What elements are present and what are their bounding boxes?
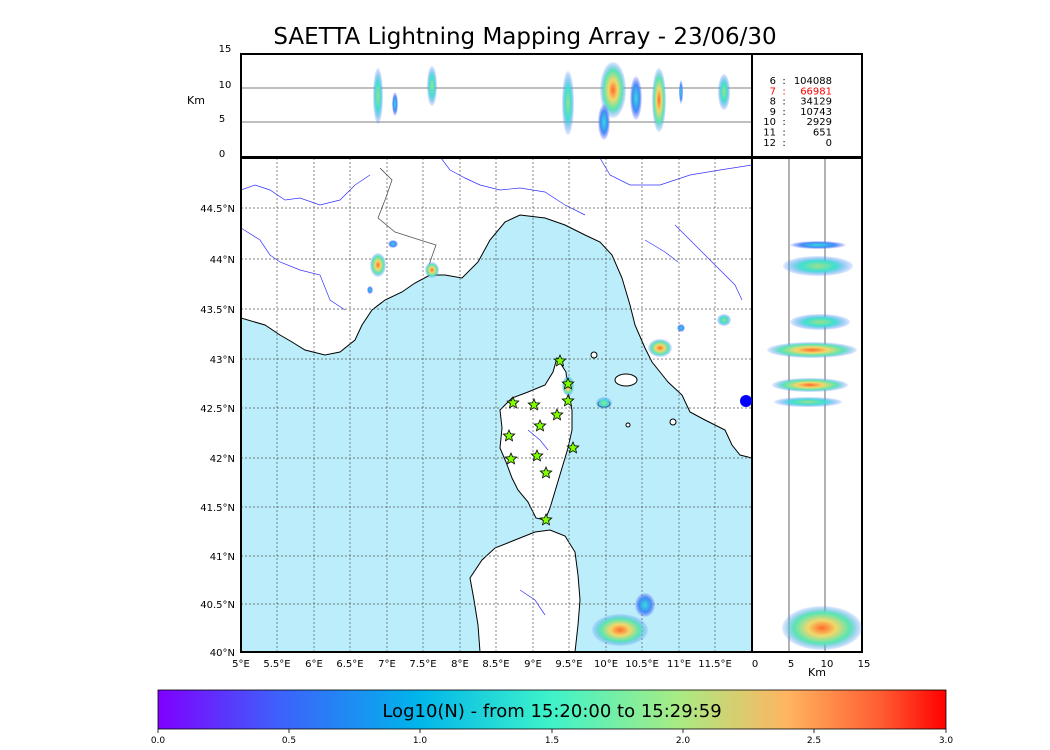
side-xtick: 5: [788, 659, 794, 670]
count-level: 10: [763, 117, 776, 128]
colorbar-tick: 0.0: [151, 736, 166, 746]
blue-marker: [740, 395, 752, 407]
count-level: 7: [770, 86, 776, 97]
lat-tick: 41°N: [210, 552, 235, 563]
page-title: SAETTA Lightning Mapping Array - 23/06/3…: [273, 24, 777, 50]
station-marker: [527, 397, 541, 411]
lat-tick: 41.5°N: [200, 503, 235, 514]
map-lightning-sources: [367, 240, 731, 646]
count-value: 10743: [800, 107, 832, 118]
count-separator: :: [782, 97, 785, 108]
lat-tick: 42°N: [210, 454, 235, 465]
corsica-island: [499, 356, 573, 521]
count-separator: :: [782, 76, 785, 87]
counts-list: 6:1040887:669818:341299:1074310:292911:6…: [763, 76, 832, 149]
count-value: 104088: [794, 76, 832, 87]
station-marker: [533, 418, 547, 432]
station-marker: [561, 393, 575, 407]
station-marker: [566, 440, 580, 454]
station-marker: [506, 395, 520, 409]
lat-tick: 43°N: [210, 355, 235, 366]
count-level: 8: [770, 97, 776, 108]
count-value: 66981: [800, 86, 832, 97]
count-value: 34129: [800, 97, 832, 108]
lon-tick: 11°E: [667, 659, 691, 670]
lon-tick: 7°E: [378, 659, 396, 670]
count-level: 11: [763, 128, 776, 139]
lma-stations: [502, 353, 580, 526]
colorbar-label: Log10(N) - from 15:20:00 to 15:29:59: [382, 701, 722, 722]
lon-tick: 8.5°E: [482, 659, 509, 670]
count-level: 9: [770, 107, 776, 118]
count-separator: :: [782, 138, 785, 149]
alt-ytick: 10: [219, 80, 232, 91]
count-separator: :: [782, 128, 785, 139]
station-marker: [504, 451, 518, 465]
count-separator: :: [782, 86, 785, 97]
lon-tick: 9°E: [524, 659, 542, 670]
station-marker: [539, 512, 553, 526]
station-marker: [530, 448, 544, 462]
mainland-land: [241, 158, 752, 459]
lon-tick: 6°E: [305, 659, 323, 670]
count-level: 6: [770, 76, 776, 87]
lat-tick: 44.5°N: [200, 204, 235, 215]
lon-tick: 9.5°E: [555, 659, 582, 670]
alt-ytick: 15: [219, 44, 232, 55]
side-xtick: 10: [821, 659, 834, 670]
colorbar-tick: 0.5: [282, 736, 296, 746]
lat-tick: 40°N: [210, 648, 235, 659]
lon-tick: 5°E: [232, 659, 250, 670]
alt-ytick: 0: [219, 149, 225, 160]
colorbar-tick: 1.5: [545, 736, 559, 746]
alt-ytick: 5: [219, 114, 225, 125]
colorbar: [157, 689, 947, 733]
lat-tick: 42.5°N: [200, 404, 235, 415]
side-altitude-panel: [740, 157, 863, 653]
station-marker: [550, 407, 564, 421]
count-separator: :: [782, 107, 785, 118]
side-xtick: 15: [858, 659, 871, 670]
lon-tick: 7.5°E: [409, 659, 436, 670]
station-marker: [561, 376, 575, 390]
colorbar-tick: 2.5: [807, 736, 821, 746]
lat-tick: 44°N: [210, 255, 235, 266]
map-panel: [240, 157, 753, 653]
lon-tick: 6.5°E: [336, 659, 363, 670]
station-marker: [539, 465, 553, 479]
station-marker: [502, 428, 516, 442]
lon-tick: 8°E: [451, 659, 469, 670]
colorbar-tick: 1.0: [413, 736, 428, 746]
lon-tick: 10.5°E: [625, 659, 659, 670]
lon-tick: 5.5°E: [263, 659, 290, 670]
colorbar-tick: 2.0: [676, 736, 691, 746]
altitude-lightning-columns: [373, 62, 730, 140]
colorbar-tick: 3.0: [939, 736, 954, 746]
count-value: 2929: [807, 117, 832, 128]
alt-ylabel: Km: [187, 94, 205, 107]
sardinia-island: [469, 529, 581, 652]
side-lightning-bands: [767, 241, 862, 650]
station-marker: [553, 353, 567, 367]
lat-tick: 43.5°N: [200, 305, 235, 316]
counts-panel: [751, 53, 863, 158]
lon-tick: 10°E: [594, 659, 618, 670]
count-value: 0: [826, 138, 832, 149]
count-level: 12: [763, 138, 776, 149]
side-xlabel: Km: [808, 666, 826, 679]
lon-tick: 11.5°E: [698, 659, 732, 670]
count-separator: :: [782, 117, 785, 128]
altitude-panel: [240, 53, 753, 158]
side-xtick: 0: [752, 659, 758, 670]
lat-tick: 40.5°N: [200, 600, 235, 611]
count-value: 651: [813, 128, 832, 139]
